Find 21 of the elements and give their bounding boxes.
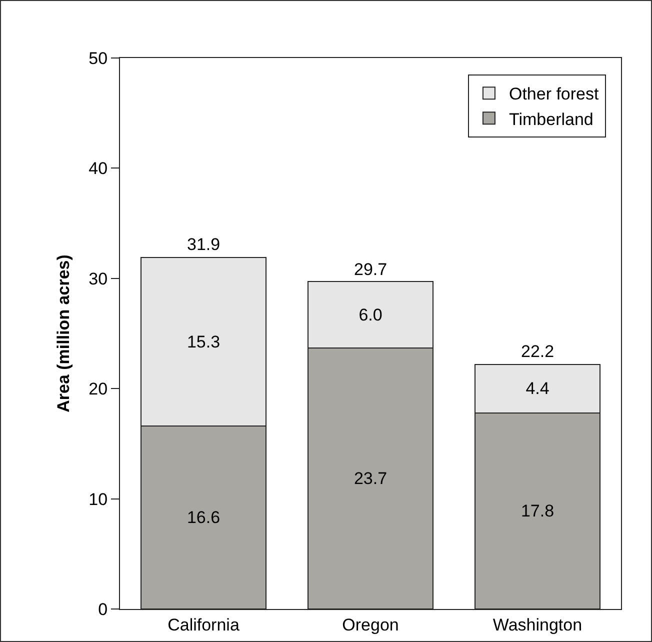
data-label: 6.0	[358, 305, 382, 324]
data-label: 23.7	[354, 468, 388, 488]
x-tick-label: California	[168, 615, 240, 634]
y-axis-title: Area (million acres)	[54, 254, 74, 412]
y-tick-label: 30	[88, 269, 108, 288]
x-tick-label: Washington	[492, 615, 582, 634]
data-label: 4.4	[526, 379, 550, 398]
data-label: 17.8	[520, 501, 554, 520]
y-tick-label: 20	[88, 380, 108, 399]
y-tick-label: 50	[88, 48, 108, 68]
legend-label: Timberland	[508, 110, 594, 129]
total-label: 29.7	[354, 260, 388, 279]
legend-label: Other forest	[508, 84, 600, 104]
total-label: 22.2	[521, 342, 554, 361]
y-tick-label: 10	[88, 490, 108, 509]
data-label: 16.6	[186, 508, 220, 528]
total-label: 31.9	[187, 235, 220, 254]
y-tick-label: 40	[88, 159, 108, 178]
x-tick-label: Oregon	[342, 615, 399, 634]
data-label: 15.3	[186, 332, 220, 352]
y-tick-label: 0	[98, 600, 108, 619]
